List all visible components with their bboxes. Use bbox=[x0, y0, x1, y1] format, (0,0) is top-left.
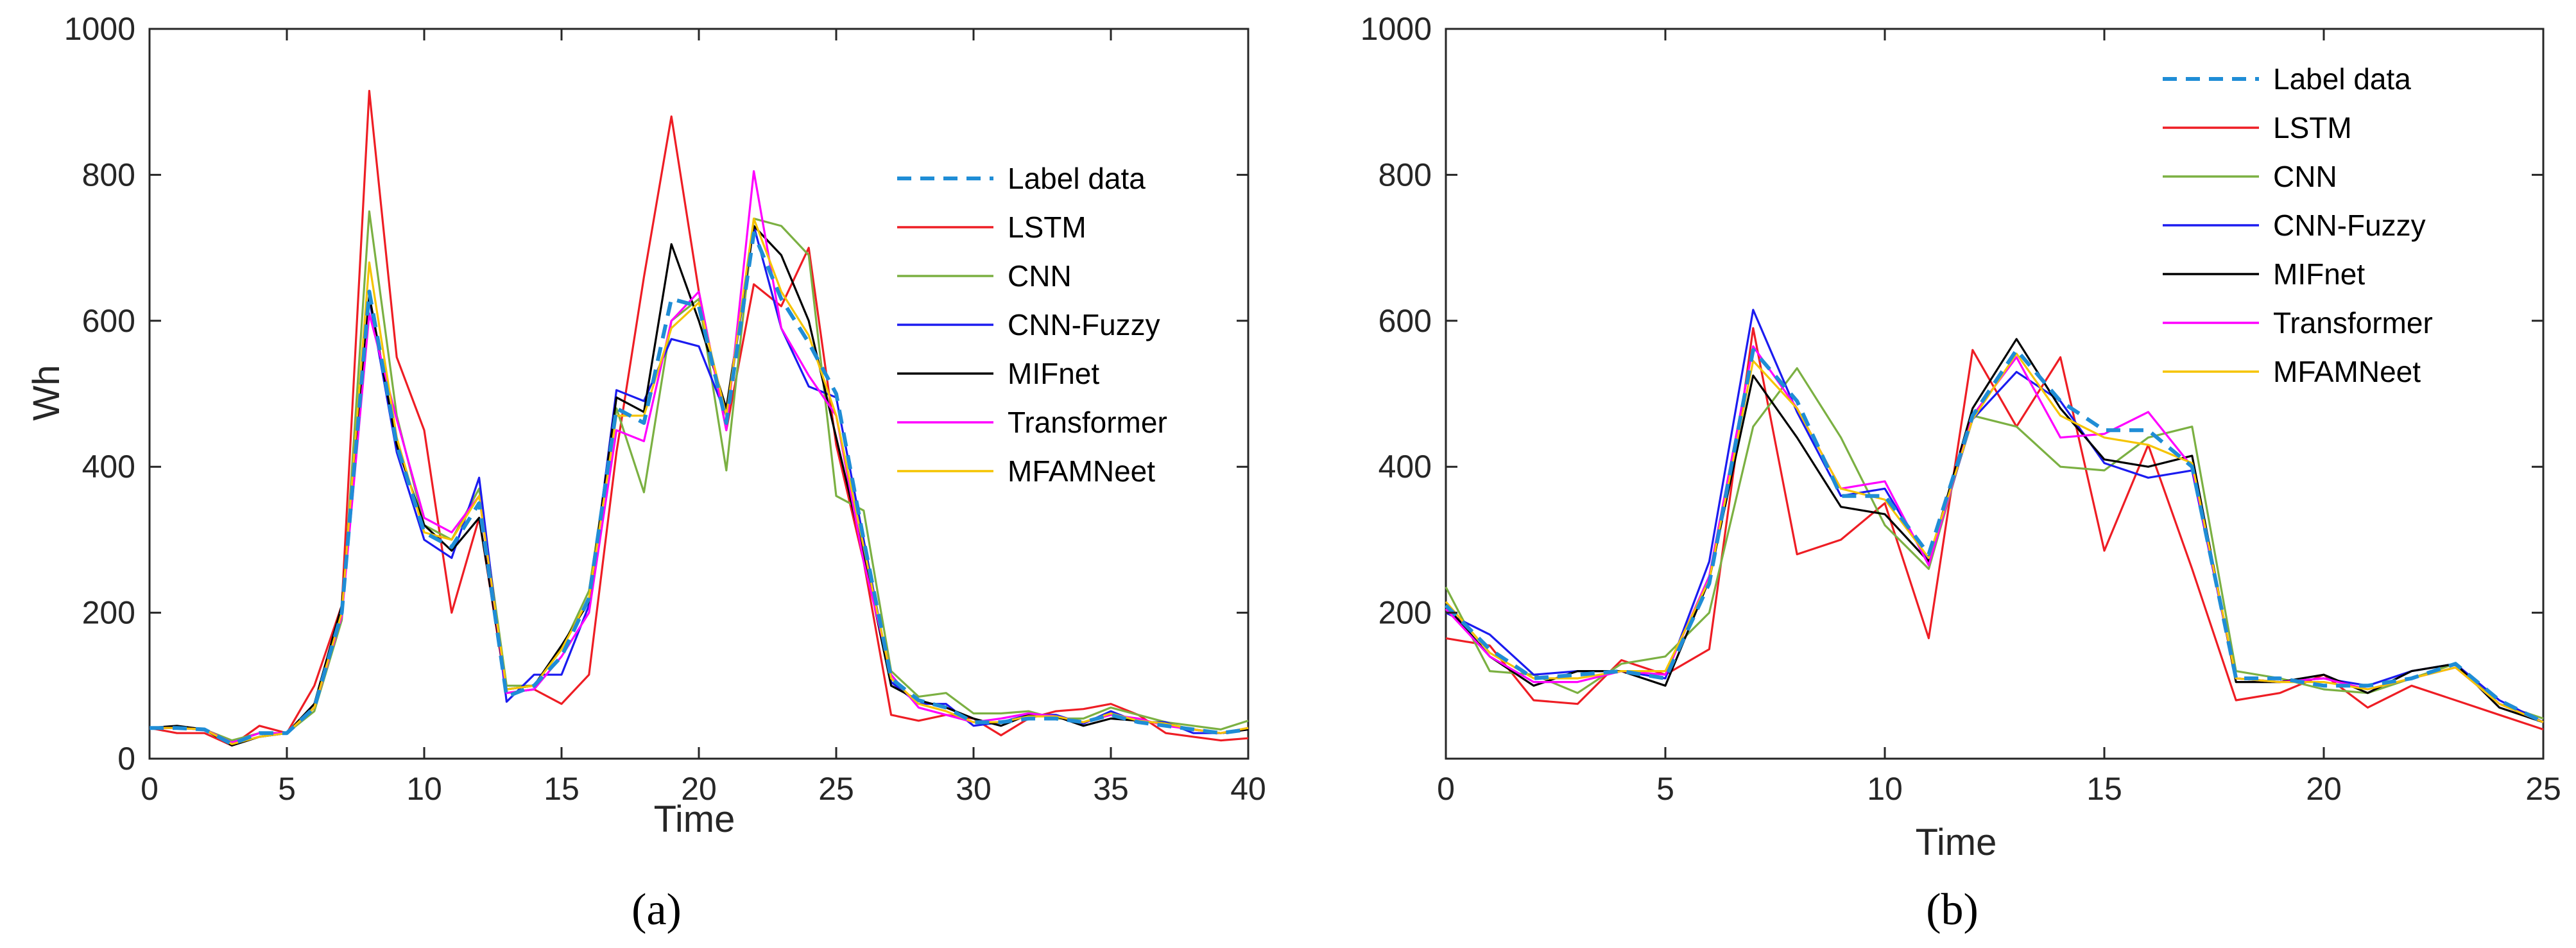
y-tick-label: 800 bbox=[82, 157, 135, 193]
legend-label-transformer: Transformer bbox=[1008, 406, 1167, 439]
panel-b: 0 5 10 15 20 25 200 400 600 800 1000 Time Label da… bbox=[1361, 11, 2561, 935]
x-axis-label-a: Time bbox=[654, 798, 735, 840]
legend-label-mfamneet: MFAMNeet bbox=[1008, 454, 1155, 488]
legend-label-cnn: CNN bbox=[1008, 259, 1072, 293]
x-tick-label: 35 bbox=[1093, 771, 1129, 807]
y-tick-label: 600 bbox=[82, 303, 135, 339]
x-tick-label: 25 bbox=[2525, 771, 2561, 807]
y-tick-label: 400 bbox=[82, 449, 135, 485]
legend-label-mifnet: MIFnet bbox=[2273, 257, 2365, 291]
caption-b: (b) bbox=[1926, 885, 1979, 935]
series-line-cnn-b bbox=[1445, 367, 2544, 720]
legend-label-cnn-fuzzy: CNN-Fuzzy bbox=[1008, 308, 1160, 341]
x-axis-label-b: Time bbox=[1916, 822, 1997, 863]
y-tick-label: 200 bbox=[1378, 595, 1432, 631]
y-tick-label: 800 bbox=[1378, 157, 1432, 193]
series-line-label-data-b bbox=[1444, 348, 2545, 724]
legend-label-mfamneet: MFAMNeet bbox=[2273, 355, 2421, 388]
x-tick-label: 15 bbox=[544, 771, 580, 807]
x-tick-label: 15 bbox=[2086, 771, 2122, 807]
x-tick-label: 25 bbox=[818, 771, 854, 807]
legend-label-mifnet: MIFnet bbox=[1008, 357, 1099, 390]
legend-label-transformer: Transformer bbox=[2273, 306, 2433, 340]
plot-area-a bbox=[148, 28, 1249, 760]
x-tick-label: 20 bbox=[681, 771, 717, 807]
legend-a: Label data LSTM CNN CNN-Fuzzy MIFnet Transfor… bbox=[897, 162, 1167, 488]
y-tick-label: 1000 bbox=[64, 11, 135, 47]
y-tick-label: 400 bbox=[1378, 449, 1432, 485]
legend-label-cnn: CNN bbox=[2273, 160, 2337, 193]
series-line-mfamneet-a bbox=[150, 218, 1249, 745]
legend-label-lstm: LSTM bbox=[2273, 111, 2352, 144]
legend-label-lstm: LSTM bbox=[1008, 211, 1086, 244]
x-tick-label: 10 bbox=[1867, 771, 1903, 807]
y-tick-label: 1000 bbox=[1361, 11, 1432, 47]
y-axis-label-a: Wh bbox=[26, 365, 67, 421]
legend-label-label-data: Label data bbox=[2273, 62, 2411, 96]
legend-label-label-data: Label data bbox=[1008, 162, 1146, 195]
x-tick-label: 10 bbox=[406, 771, 442, 807]
x-tick-label: 5 bbox=[278, 771, 296, 807]
x-tick-label: 0 bbox=[1437, 771, 1455, 807]
y-tick-label: 600 bbox=[1378, 303, 1432, 339]
legend-b: Label data LSTM CNN CNN-Fuzzy MIFnet Transfor… bbox=[2163, 62, 2433, 388]
caption-a: (a) bbox=[631, 885, 682, 935]
y-tick-label: 200 bbox=[82, 595, 135, 631]
series-line-mifnet-a bbox=[149, 225, 1249, 747]
x-tick-label: 30 bbox=[956, 771, 992, 807]
legend-label-cnn-fuzzy: CNN-Fuzzy bbox=[2273, 209, 2426, 242]
x-tick-label: 20 bbox=[2306, 771, 2342, 807]
y-tick-label: 0 bbox=[117, 741, 135, 777]
x-tick-label: 5 bbox=[1656, 771, 1674, 807]
x-tick-label: 40 bbox=[1230, 771, 1266, 807]
x-tick-label: 0 bbox=[141, 771, 159, 807]
plot-area-b bbox=[1445, 28, 2545, 760]
